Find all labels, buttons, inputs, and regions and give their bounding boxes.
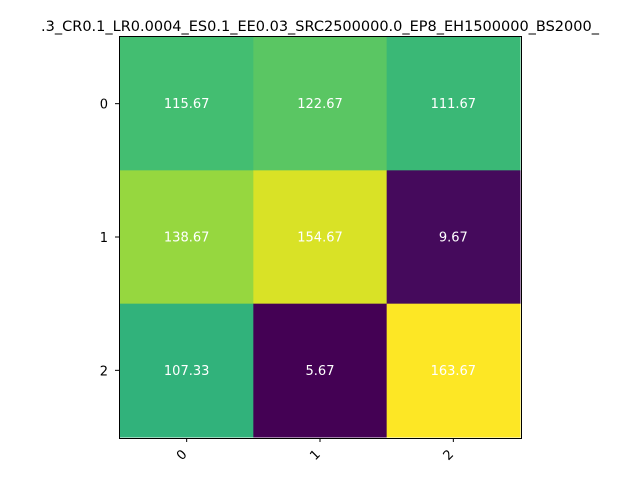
cell-value-label: 115.67 <box>164 97 210 112</box>
heatmap-cell <box>386 303 521 438</box>
cell-value-label: 5.67 <box>306 364 335 379</box>
heatmap-cell <box>253 37 388 171</box>
cell-value-label: 107.33 <box>164 364 210 379</box>
heatmap-cells <box>120 37 521 438</box>
heatmap-cell <box>386 170 521 305</box>
y-axis: 0 1 2 <box>100 98 119 379</box>
cell-value-label: 154.67 <box>297 231 343 246</box>
y-tick-label: 2 <box>100 364 108 379</box>
cell-value-label: 138.67 <box>164 231 210 246</box>
cell-value-label: 163.67 <box>431 364 477 379</box>
heatmap-cell <box>253 170 388 305</box>
chart-title: .3_CR0.1_LR0.0004_ES0.1_EE0.03_SRC250000… <box>41 19 600 35</box>
y-tick-label: 0 <box>100 98 108 113</box>
cell-value-label: 122.67 <box>297 97 343 112</box>
heatmap-cell-labels: 115.67 122.67 111.67 138.67 154.67 9.67 107.33… <box>164 97 476 379</box>
heatmap-cell <box>253 303 388 438</box>
heatmap-cell <box>386 37 521 171</box>
cell-value-label: 9.67 <box>439 231 468 246</box>
heatmap-cell <box>120 303 254 438</box>
cell-value-label: 111.67 <box>431 97 477 112</box>
heatmap-cell <box>120 170 254 305</box>
heatmap-cell <box>120 37 254 171</box>
y-tick-label: 1 <box>100 231 108 246</box>
